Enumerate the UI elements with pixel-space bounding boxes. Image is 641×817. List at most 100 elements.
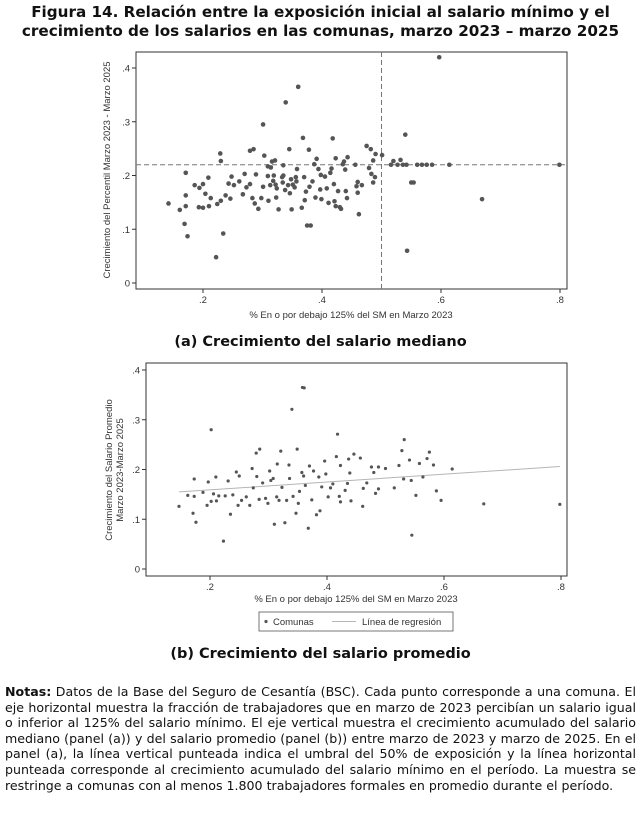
panel-b-data-point [272, 522, 276, 526]
panel-a-x-tick-label: .2 [199, 295, 207, 306]
panel-b-data-point [450, 467, 454, 471]
panel-b-data-point [338, 500, 343, 504]
panel-a-data-point [414, 162, 420, 168]
panel-b-data-point [290, 407, 294, 411]
panel-a-data-point [353, 162, 358, 168]
panel-a-data-point [293, 174, 299, 180]
panel-a-data-point [398, 157, 403, 163]
panel-b-data-point [294, 511, 298, 515]
panel-b-data-point [271, 476, 275, 481]
panel-a-data-point [379, 152, 385, 158]
panel-b-data-point [439, 498, 443, 502]
panel-b-data-point [400, 448, 404, 453]
panel-a-data-point [314, 156, 319, 162]
panel-a-data-point [306, 147, 312, 152]
panel-a-data-point [276, 207, 281, 212]
panel-b-data-point [302, 386, 306, 390]
panel-b-data-point [209, 499, 213, 503]
panel-b-data-point [373, 491, 378, 495]
panel-a-data-point [355, 179, 361, 185]
panel-a-data-point [331, 181, 337, 187]
panel-a-data-point [288, 176, 294, 182]
panel-a-data-point [272, 158, 278, 163]
panel-b-data-point [376, 487, 381, 491]
panel-b-data-point [205, 503, 209, 507]
panel-a-y-tick-label: .2 [122, 171, 130, 182]
panel-b-data-point [303, 483, 307, 488]
panel-a-data-point [330, 136, 336, 141]
panel-a-data-point [366, 165, 372, 171]
panel-a-data-point [372, 174, 378, 180]
panel-a-data-point [208, 195, 214, 201]
panel-a-data-point [192, 182, 197, 188]
notes-text: Datos de la Base del Seguro de Cesantía … [5, 684, 636, 793]
panel-b-data-point [335, 432, 340, 436]
panel-b-data-point [320, 485, 324, 489]
panel-a-data-point [391, 158, 396, 164]
panel-a-data-point [183, 203, 189, 209]
notes-label: Notas: [5, 684, 52, 699]
panel-b-data-point [300, 470, 304, 475]
panel-a-data-point [335, 188, 341, 194]
panel-a-data-point [214, 201, 220, 207]
panel-b-y-tick-label: .1 [132, 515, 140, 526]
panel-b-data-point [231, 493, 235, 497]
panel-b-data-point [244, 495, 248, 499]
panel-a-data-point [259, 195, 264, 201]
panel-a-data-point [373, 151, 378, 157]
panel-a-data-point [203, 191, 208, 197]
panel-b-data-point [328, 486, 333, 490]
panel-b-data-point [334, 454, 338, 459]
panel-b-data-point [206, 480, 210, 484]
panel-b-data-point [348, 471, 352, 475]
panel-a-data-point [326, 200, 331, 206]
panel-a-data-point [313, 195, 318, 200]
panel-a-data-point [341, 159, 347, 164]
panel-a-data-point [252, 201, 258, 206]
panel-b-data-point [338, 463, 343, 468]
panel-b-data-point [417, 461, 422, 466]
panel-a-data-point [370, 158, 376, 163]
panel-a-data-point [200, 205, 206, 211]
panel-b-data-point [177, 504, 181, 508]
panel-a-data-point [185, 233, 190, 239]
panel-a-data-point [274, 186, 280, 191]
panel-a-x-tick-label: .6 [437, 295, 445, 306]
panel-b-data-point [431, 463, 436, 467]
panel-a-data-point [310, 179, 315, 184]
panel-b-data-point [248, 503, 252, 507]
panel-a-data-point [368, 146, 374, 152]
panel-b-data-point [317, 475, 321, 479]
panel-a-data-point [333, 156, 338, 161]
panel-b-data-point [295, 447, 299, 451]
panel-a-data-point [557, 162, 562, 168]
panel-a-data-point [304, 223, 310, 228]
panel-b-data-point [223, 494, 227, 498]
panel-a-data-point [332, 199, 337, 204]
panel-a-data-point [479, 196, 485, 202]
panel-b-data-point [369, 465, 374, 469]
panel-a-data-point [419, 162, 425, 168]
panel-b-data-point [266, 501, 270, 505]
panel-a-data-point [218, 158, 224, 164]
panel-b-data-point [192, 494, 196, 498]
panel-b-data-point [192, 477, 196, 481]
panel-a-data-point [220, 231, 226, 236]
panel-b-data-point [279, 449, 283, 453]
panel-a-data-point [229, 174, 234, 179]
panel-b-data-point [268, 469, 272, 473]
panel-a-data-point [317, 187, 323, 192]
panel-b-data-point [425, 456, 429, 461]
panel-a-data-point [316, 166, 321, 172]
panel-a-data-point [253, 172, 259, 177]
panel-a-y-tick-label: .1 [122, 225, 130, 236]
panel-b-data-point [318, 509, 322, 513]
panel-b-data-point [237, 474, 241, 478]
panel-a-data-point [281, 173, 286, 178]
panel-a-data-point [400, 162, 406, 168]
legend-regression-label: Línea de regresión [362, 617, 441, 628]
panel-a-data-point [301, 174, 307, 180]
panel-a-data-point [281, 162, 286, 168]
panel-a-data-point [342, 167, 348, 172]
panel-a-data-point [280, 180, 286, 185]
